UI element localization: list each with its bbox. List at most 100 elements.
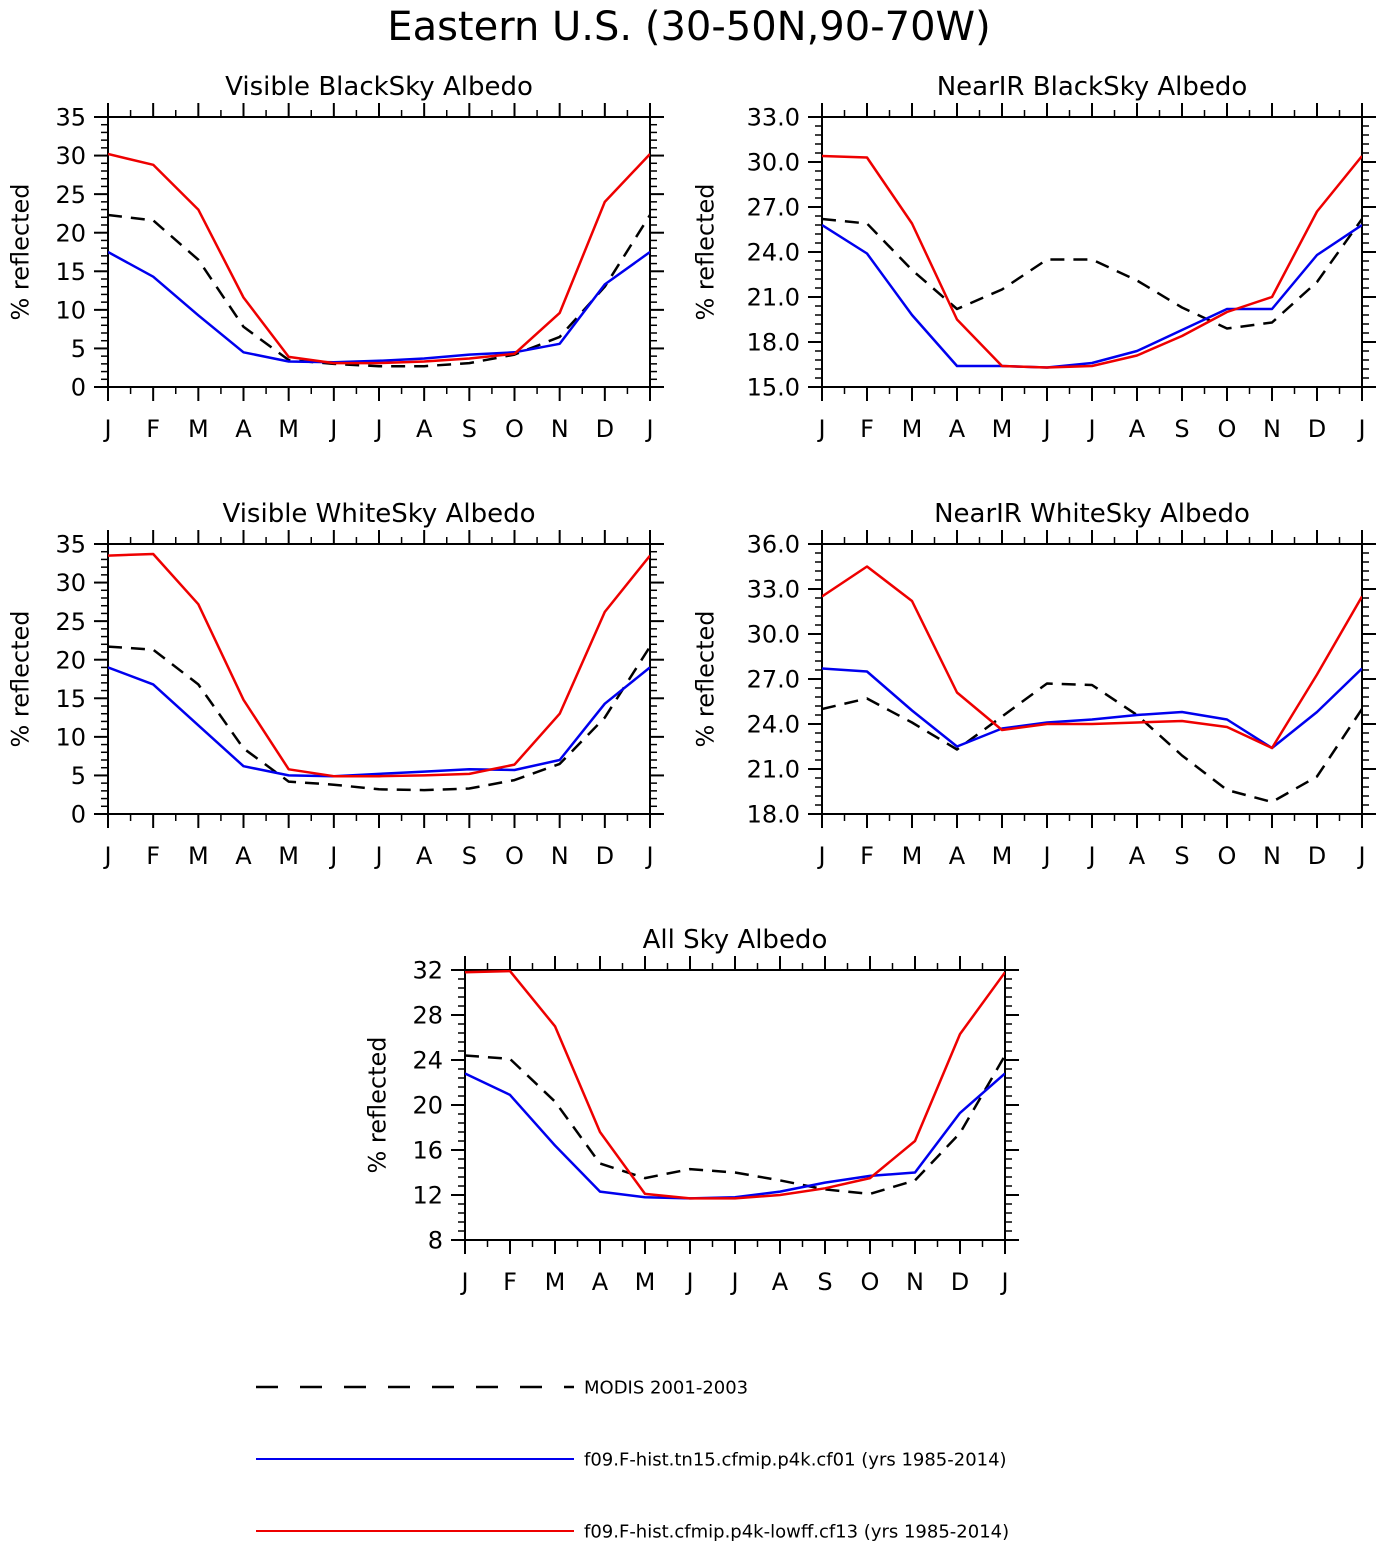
figure-title: Eastern U.S. (30-50N,90-70W) xyxy=(387,4,990,50)
series-line-obs xyxy=(822,217,1362,330)
x-tick-label: N xyxy=(1263,415,1281,443)
x-tick-label: O xyxy=(1218,842,1237,870)
x-tick-label: J xyxy=(1356,415,1365,443)
x-tick-label: J xyxy=(816,415,825,443)
x-tick-label: J xyxy=(684,1268,693,1296)
x-tick-label: N xyxy=(551,842,569,870)
x-tick-label: O xyxy=(1218,415,1237,443)
legend: MODIS 2001-2003 f09.F-hist.tn15.cfmip.p4k… xyxy=(256,1377,1009,1542)
y-tick-label: 35 xyxy=(55,531,86,559)
x-tick-label: M xyxy=(545,1268,566,1296)
x-tick-label: J xyxy=(1041,415,1050,443)
x-tick-label: J xyxy=(102,415,111,443)
x-tick-label: A xyxy=(949,415,966,443)
y-tick-label: 30.0 xyxy=(747,621,800,649)
y-tick-label: 24.0 xyxy=(747,239,800,267)
series-group xyxy=(822,565,1362,804)
x-tick-label: S xyxy=(1174,842,1189,870)
panel-title: Visible WhiteSky Albedo xyxy=(222,499,535,529)
x-tick-label: O xyxy=(861,1268,880,1296)
y-axis-label: % reflected xyxy=(691,183,719,320)
legend-label: f09.F-hist.tn15.cfmip.p4k.cf01 (yrs 1985… xyxy=(584,1449,1007,1470)
panel-title: NearIR WhiteSky Albedo xyxy=(934,499,1250,529)
x-tick-label: J xyxy=(1041,842,1050,870)
y-tick-label: 25 xyxy=(55,181,86,209)
y-tick-label: 28 xyxy=(412,1002,443,1030)
series-line-model2 xyxy=(108,552,650,778)
series-line-obs xyxy=(465,1054,1005,1196)
y-tick-label: 20 xyxy=(55,219,86,247)
x-tick-label: S xyxy=(1174,415,1189,443)
x-tick-label: J xyxy=(328,842,337,870)
x-tick-label: S xyxy=(462,415,477,443)
x-tick-label: M xyxy=(278,415,299,443)
y-tick-label: 15.0 xyxy=(747,374,800,402)
y-tick-label: 30 xyxy=(55,142,86,170)
series-line-obs xyxy=(108,645,650,792)
series-line-model1 xyxy=(822,223,1362,369)
x-tick-label: M xyxy=(992,415,1013,443)
x-tick-label: A xyxy=(235,415,252,443)
panel-title: All Sky Albedo xyxy=(643,925,828,955)
x-tick-label: D xyxy=(596,842,614,870)
series-group xyxy=(822,154,1362,369)
y-tick-label: 33.0 xyxy=(747,576,800,604)
y-axis-label: % reflected xyxy=(6,610,34,747)
y-axis-label: % reflected xyxy=(363,1036,391,1173)
y-tick-label: 15 xyxy=(55,258,86,286)
x-tick-label: A xyxy=(772,1268,789,1296)
legend-label: MODIS 2001-2003 xyxy=(584,1377,748,1398)
series-line-model2 xyxy=(822,154,1362,369)
legend-label: f09.F-hist.cfmip.p4k-lowff.cf13 (yrs 198… xyxy=(584,1521,1009,1542)
series-group xyxy=(465,970,1005,1200)
x-tick-label: S xyxy=(462,842,477,870)
y-tick-label: 35 xyxy=(55,104,86,132)
x-tick-label: F xyxy=(146,415,160,443)
x-tick-label: N xyxy=(906,1268,924,1296)
x-tick-label: A xyxy=(235,842,252,870)
y-tick-label: 24 xyxy=(412,1047,443,1075)
x-tick-label: J xyxy=(816,842,825,870)
x-tick-label: A xyxy=(1129,415,1146,443)
y-tick-label: 10 xyxy=(55,296,86,324)
x-tick-label: J xyxy=(373,842,382,870)
series-group xyxy=(108,152,650,368)
x-tick-label: N xyxy=(1263,842,1281,870)
x-tick-label: J xyxy=(644,415,653,443)
x-tick-label: D xyxy=(1308,842,1326,870)
y-tick-label: 12 xyxy=(412,1182,443,1210)
series-line-model2 xyxy=(108,152,650,365)
y-tick-label: 21.0 xyxy=(747,284,800,312)
x-tick-label: N xyxy=(551,415,569,443)
x-tick-label: J xyxy=(729,1268,738,1296)
x-tick-label: M xyxy=(188,415,209,443)
y-tick-label: 8 xyxy=(428,1227,443,1255)
series-line-model2 xyxy=(465,970,1005,1200)
y-tick-label: 27.0 xyxy=(747,194,800,222)
y-tick-label: 10 xyxy=(55,723,86,751)
x-tick-label: D xyxy=(951,1268,969,1296)
y-tick-label: 30.0 xyxy=(747,149,800,177)
x-tick-label: A xyxy=(416,415,433,443)
x-tick-label: M xyxy=(902,415,923,443)
x-tick-label: O xyxy=(505,415,524,443)
x-tick-label: M xyxy=(992,842,1013,870)
y-tick-label: 5 xyxy=(71,762,86,790)
y-tick-label: 36.0 xyxy=(747,531,800,559)
series-line-obs xyxy=(822,682,1362,804)
series-line-obs xyxy=(108,213,650,368)
x-tick-label: A xyxy=(949,842,966,870)
y-tick-label: 20 xyxy=(55,646,86,674)
y-tick-label: 20 xyxy=(412,1092,443,1120)
y-tick-label: 21.0 xyxy=(747,756,800,784)
x-tick-label: J xyxy=(1086,842,1095,870)
y-tick-label: 27.0 xyxy=(747,666,800,694)
x-tick-label: M xyxy=(278,842,299,870)
x-tick-label: J xyxy=(999,1268,1008,1296)
x-tick-label: A xyxy=(1129,842,1146,870)
